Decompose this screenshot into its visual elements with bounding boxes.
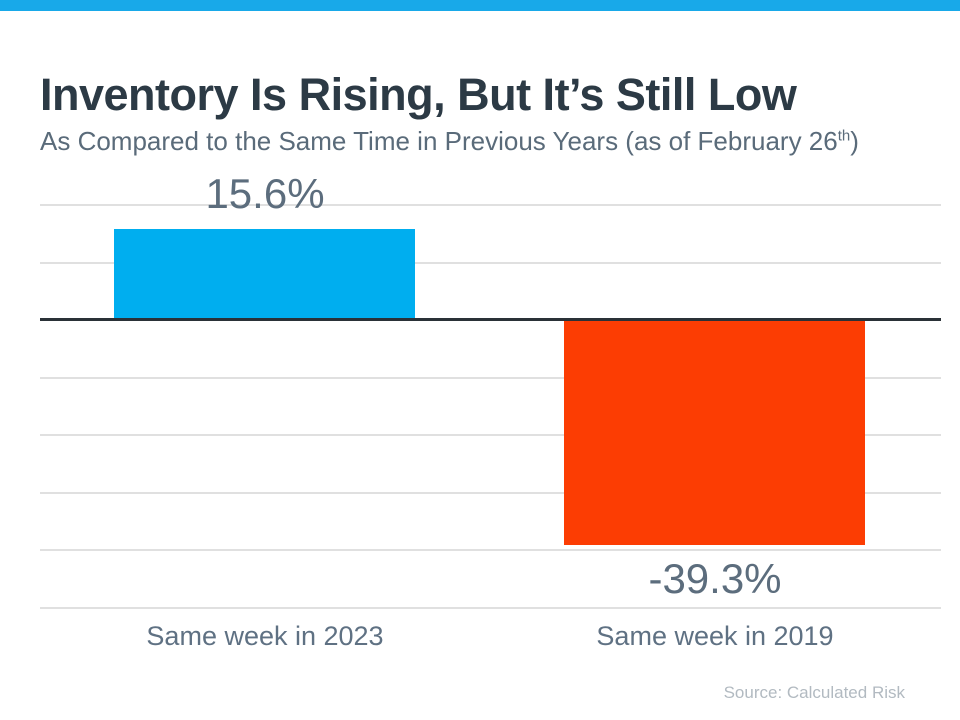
page-title: Inventory Is Rising, But It’s Still Low <box>40 69 797 121</box>
value-label-2023: 15.6% <box>205 170 325 218</box>
page-subtitle-text: As Compared to the Same Time in Previous… <box>40 126 838 156</box>
gridline <box>40 549 941 551</box>
page-subtitle: As Compared to the Same Time in Previous… <box>40 126 859 157</box>
category-label-2019: Same week in 2019 <box>596 621 834 651</box>
category-label-2023: Same week in 2023 <box>146 621 384 651</box>
gridline <box>40 491 941 494</box>
gridline <box>40 434 941 436</box>
value-label-2019: -39.3% <box>648 554 782 602</box>
bar-2023 <box>114 229 415 319</box>
gridline <box>40 376 941 379</box>
gridline <box>40 261 941 264</box>
gridline <box>40 606 941 609</box>
page-subtitle-suffix: ) <box>850 126 859 156</box>
source-credit: Source: Calculated Risk <box>723 683 905 702</box>
gridline <box>40 204 941 206</box>
page-subtitle-superscript: th <box>837 127 851 145</box>
zero-axis-line <box>40 318 941 321</box>
top-accent-bar <box>0 0 960 11</box>
bar-2019 <box>564 319 865 545</box>
